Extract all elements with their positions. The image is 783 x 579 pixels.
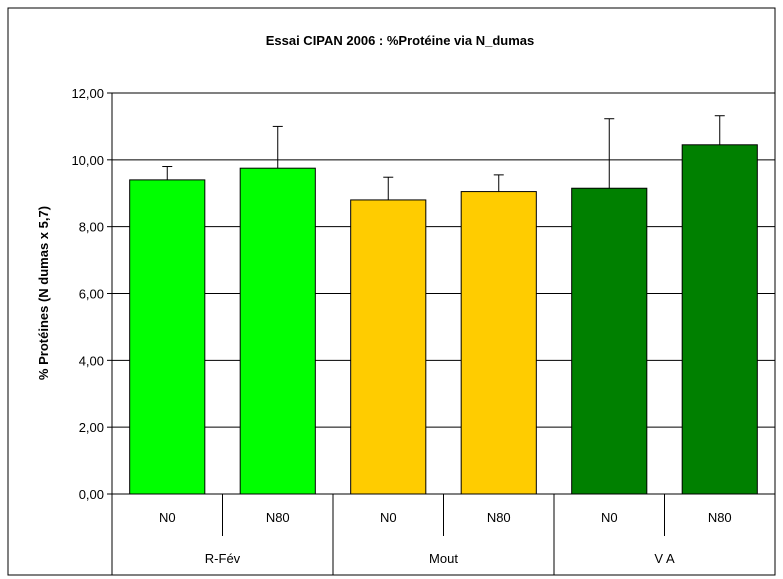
y-tick-label: 10,00: [71, 153, 104, 168]
gridlines: [112, 92, 775, 428]
tick-labels: 0,00 2,00 4,00 6,00 8,00 10,00 12,00 N0 N80 N0 N80…: [71, 86, 731, 566]
x-tick-label: N80: [487, 510, 511, 525]
x-tick-label: N0: [601, 510, 618, 525]
x-tick-label: N0: [380, 510, 397, 525]
bar: [460, 191, 537, 495]
bars: [129, 115, 758, 495]
bar: [571, 187, 648, 495]
y-tick-label: 2,00: [79, 420, 104, 435]
y-tick-label: 12,00: [71, 86, 104, 101]
x-tick-label: N80: [708, 510, 732, 525]
x-tick-label: N80: [266, 510, 290, 525]
x-tick-label: N0: [159, 510, 176, 525]
y-tick-label: 6,00: [79, 287, 104, 302]
chart-title: Essai CIPAN 2006 : %Protéine via N_dumas: [266, 33, 535, 48]
y-tick-label: 0,00: [79, 487, 104, 502]
x-group-label: Mout: [429, 551, 458, 566]
bar: [681, 144, 758, 495]
axes: [107, 92, 776, 575]
y-tick-label: 8,00: [79, 220, 104, 235]
bar: [129, 179, 206, 495]
bar: [350, 199, 427, 495]
x-group-label: R-Fév: [205, 551, 241, 566]
bar: [239, 167, 316, 495]
y-tick-label: 4,00: [79, 353, 104, 368]
y-axis-label: % Protéines (N dumas x 5,7): [36, 206, 51, 380]
x-group-label: V A: [654, 551, 675, 566]
